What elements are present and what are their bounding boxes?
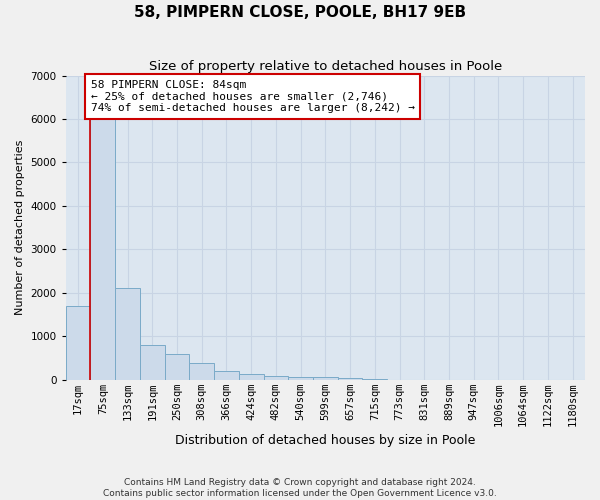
Text: 58, PIMPERN CLOSE, POOLE, BH17 9EB: 58, PIMPERN CLOSE, POOLE, BH17 9EB bbox=[134, 5, 466, 20]
Text: 58 PIMPERN CLOSE: 84sqm
← 25% of detached houses are smaller (2,746)
74% of semi: 58 PIMPERN CLOSE: 84sqm ← 25% of detache… bbox=[91, 80, 415, 113]
Bar bbox=[338, 378, 362, 380]
Bar bbox=[164, 354, 190, 380]
Bar bbox=[214, 371, 239, 380]
Bar bbox=[140, 345, 164, 380]
Bar bbox=[115, 288, 140, 380]
Text: Contains HM Land Registry data © Crown copyright and database right 2024.
Contai: Contains HM Land Registry data © Crown c… bbox=[103, 478, 497, 498]
X-axis label: Distribution of detached houses by size in Poole: Distribution of detached houses by size … bbox=[175, 434, 476, 448]
Bar bbox=[263, 376, 288, 380]
Bar bbox=[239, 374, 263, 380]
Bar bbox=[313, 378, 338, 380]
Bar bbox=[91, 110, 115, 380]
Bar bbox=[288, 376, 313, 380]
Title: Size of property relative to detached houses in Poole: Size of property relative to detached ho… bbox=[149, 60, 502, 73]
Y-axis label: Number of detached properties: Number of detached properties bbox=[15, 140, 25, 316]
Bar bbox=[190, 363, 214, 380]
Bar bbox=[66, 306, 91, 380]
